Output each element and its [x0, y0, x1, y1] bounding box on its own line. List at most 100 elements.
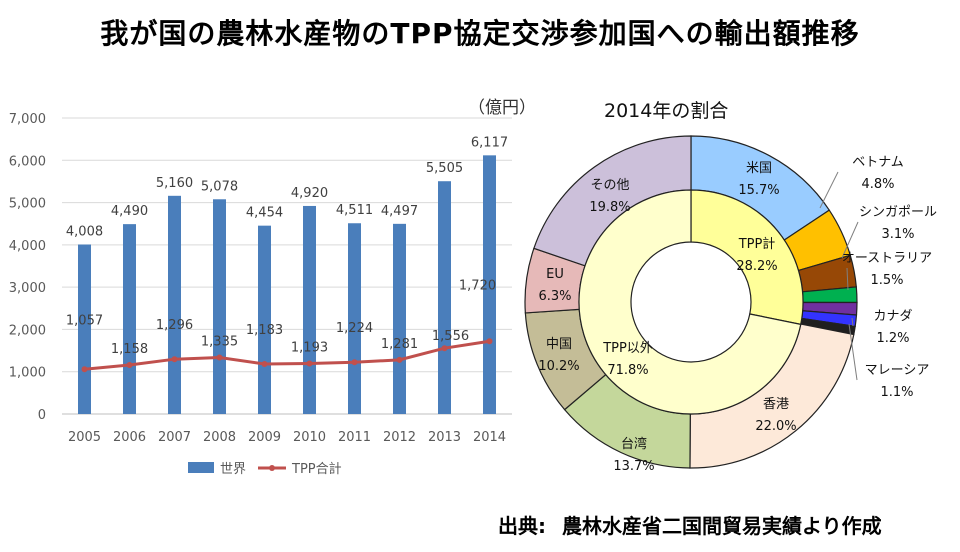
callout-line — [851, 317, 854, 327]
outer-slice-pct: 1.1% — [880, 385, 913, 400]
outer-slice-label: 香港 — [763, 397, 789, 412]
outer-slice-pct: 1.2% — [876, 331, 909, 346]
bar-data-label: 4,497 — [381, 204, 418, 219]
x-tick-label: 2006 — [113, 430, 146, 445]
x-tick-label: 2012 — [383, 430, 416, 445]
outer-slice-pct: 4.8% — [861, 177, 894, 192]
outer-slice-pct: 1.5% — [870, 273, 903, 288]
y-tick-label: 5,000 — [9, 197, 46, 212]
bar — [213, 199, 226, 414]
bar — [258, 225, 271, 414]
line-data-label: 1,281 — [381, 337, 418, 352]
callout-line — [846, 267, 849, 291]
bar — [438, 181, 451, 414]
bar-data-label: 4,008 — [66, 225, 103, 240]
outer-slice-label: 台湾 — [621, 436, 647, 452]
tpp-total-line — [84, 339, 490, 371]
inner-slice — [690, 189, 804, 326]
outer-slice-label: マレーシア — [865, 363, 930, 378]
line-data-label: 1,158 — [111, 342, 148, 357]
bar — [483, 155, 496, 414]
pie-chart-title: 2014年の割合 — [604, 100, 729, 122]
outer-slice-label: オーストラリア — [842, 251, 932, 266]
legend-swatch-bar — [188, 462, 214, 473]
line-data-label: 1,556 — [432, 329, 469, 344]
bar-data-label: 4,511 — [336, 203, 373, 218]
line-point — [126, 362, 133, 369]
y-tick-label: 1,000 — [9, 366, 46, 381]
outer-slice-pct: 13.7% — [613, 459, 654, 474]
line-data-label: 1,335 — [201, 335, 238, 350]
x-tick-label: 2009 — [248, 430, 281, 445]
inner-slice-label: TPP以外 — [602, 341, 653, 356]
outer-slice-pct: 15.7% — [738, 183, 779, 198]
bar — [393, 223, 406, 414]
callout-line — [848, 323, 858, 381]
legend-swatch-line-marker — [269, 465, 275, 471]
line-data-label: 1,720 — [459, 278, 496, 293]
outer-slice-label: 中国 — [546, 337, 572, 352]
line-point — [441, 345, 448, 352]
x-tick-label: 2007 — [158, 430, 191, 445]
outer-slice-label: ベトナム — [852, 155, 904, 170]
unit-label: （億円） — [468, 98, 536, 118]
y-tick-label: 6,000 — [9, 154, 46, 169]
page-title: 我が国の農林水産物のTPP協定交渉参加国への輸出額推移 — [100, 17, 860, 50]
line-data-label: 1,183 — [246, 323, 283, 338]
outer-slice-label: カナダ — [873, 309, 912, 324]
bar-data-label: 5,160 — [156, 176, 193, 191]
inner-slice — [578, 189, 802, 415]
line-point — [261, 360, 268, 367]
y-tick-label: 4,000 — [9, 239, 46, 254]
line-data-label: 1,193 — [291, 341, 328, 356]
y-tick-label: 0 — [38, 408, 46, 423]
line-point — [396, 356, 403, 363]
bar-data-label: 4,920 — [291, 186, 328, 201]
inner-slice-pct: 71.8% — [607, 363, 648, 378]
outer-slice-pct: 19.8% — [589, 200, 630, 215]
x-tick-label: 2005 — [68, 430, 101, 445]
line-point — [216, 354, 223, 361]
bar-data-label: 6,117 — [471, 135, 508, 150]
source-text: 農林水産省二国間貿易実績より作成 — [562, 514, 882, 538]
line-point — [486, 338, 493, 345]
x-tick-label: 2014 — [473, 430, 506, 445]
outer-slice-label: シンガポール — [859, 205, 937, 220]
outer-slice-label: 米国 — [746, 161, 772, 176]
line-point — [351, 359, 358, 366]
line-point — [81, 366, 88, 373]
outer-slice-label: その他 — [590, 178, 629, 193]
bar-data-label: 5,078 — [201, 179, 238, 194]
inner-slice-label: TPP計 — [738, 236, 776, 252]
bar-data-label: 4,490 — [111, 204, 148, 219]
outer-slice-label: EU — [546, 267, 564, 282]
bar-data-label: 4,454 — [246, 206, 283, 221]
inner-slice-pct: 28.2% — [736, 259, 777, 274]
x-tick-label: 2008 — [203, 430, 236, 445]
y-tick-label: 7,000 — [9, 112, 46, 127]
callout-line — [841, 221, 859, 259]
line-data-label: 1,296 — [156, 318, 193, 333]
x-tick-label: 2013 — [428, 430, 461, 445]
bar — [348, 223, 361, 414]
x-tick-label: 2011 — [338, 430, 371, 445]
outer-slice-pct: 10.2% — [538, 359, 579, 374]
outer-slice-pct: 3.1% — [881, 227, 914, 242]
y-tick-label: 3,000 — [9, 281, 46, 296]
line-point — [306, 360, 313, 367]
legend-label-line: TPP合計 — [291, 461, 342, 477]
source-label: 出典: — [498, 514, 546, 538]
y-tick-label: 2,000 — [9, 323, 46, 338]
line-point — [171, 356, 178, 363]
legend-label-bar: 世界 — [220, 462, 246, 477]
bar — [78, 244, 91, 414]
line-data-label: 1,224 — [336, 321, 373, 336]
x-tick-label: 2010 — [293, 430, 326, 445]
source-note: 出典: 農林水産省二国間貿易実績より作成 — [498, 510, 882, 539]
outer-slice-pct: 6.3% — [538, 289, 571, 304]
outer-slice-pct: 22.0% — [755, 419, 796, 434]
callout-line — [819, 171, 839, 209]
bar-data-label: 5,505 — [426, 161, 463, 176]
